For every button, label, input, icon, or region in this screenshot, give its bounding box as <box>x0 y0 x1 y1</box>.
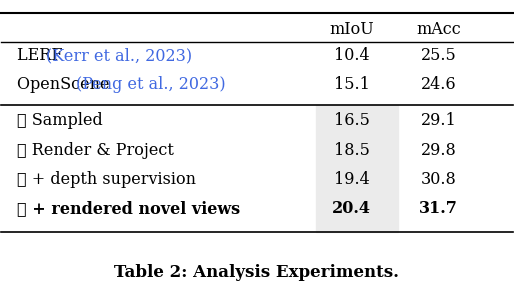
Text: ① Sampled: ① Sampled <box>17 112 102 129</box>
Text: 16.5: 16.5 <box>334 112 370 129</box>
Text: 31.7: 31.7 <box>419 200 458 217</box>
Text: ③ + depth supervision: ③ + depth supervision <box>17 171 196 188</box>
Text: 20.4: 20.4 <box>332 200 371 217</box>
Text: (Peng et al., 2023): (Peng et al., 2023) <box>76 76 225 93</box>
Text: 25.5: 25.5 <box>420 47 456 64</box>
Text: (Kerr et al., 2023): (Kerr et al., 2023) <box>46 47 192 64</box>
Text: mIoU: mIoU <box>329 21 374 38</box>
Text: 19.4: 19.4 <box>334 171 370 188</box>
Text: 24.6: 24.6 <box>420 76 456 93</box>
Text: 29.1: 29.1 <box>420 112 456 129</box>
Text: mAcc: mAcc <box>416 21 461 38</box>
Text: 30.8: 30.8 <box>420 171 456 188</box>
Text: ④ + rendered novel views: ④ + rendered novel views <box>17 200 240 217</box>
Text: 15.1: 15.1 <box>334 76 370 93</box>
Text: 10.4: 10.4 <box>334 47 370 64</box>
Text: Table 2: Analysis Experiments.: Table 2: Analysis Experiments. <box>115 265 399 282</box>
Text: LERF: LERF <box>17 47 67 64</box>
Bar <box>316 105 398 232</box>
Text: OpenScene: OpenScene <box>17 76 114 93</box>
Text: 29.8: 29.8 <box>420 142 456 159</box>
Text: 18.5: 18.5 <box>334 142 370 159</box>
Text: ② Render & Project: ② Render & Project <box>17 142 174 159</box>
